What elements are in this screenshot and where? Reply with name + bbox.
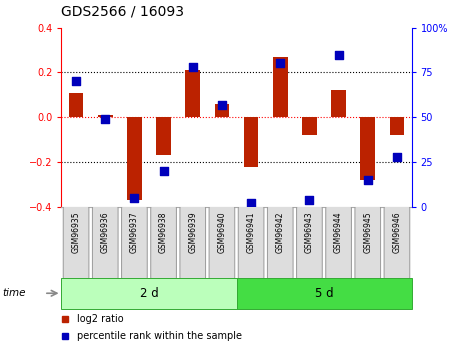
Bar [331, 90, 346, 117]
Text: GSM96944: GSM96944 [334, 211, 343, 253]
FancyBboxPatch shape [63, 206, 89, 279]
Text: time: time [2, 288, 26, 298]
Text: GSM96945: GSM96945 [363, 211, 372, 253]
Bar [98, 115, 113, 117]
Text: log2 ratio: log2 ratio [77, 314, 124, 324]
Point [306, 197, 313, 203]
Text: GSM96938: GSM96938 [159, 211, 168, 253]
Bar [390, 117, 404, 135]
Text: GSM96942: GSM96942 [276, 211, 285, 253]
Point [335, 52, 342, 57]
Bar [69, 92, 83, 117]
Text: percentile rank within the sample: percentile rank within the sample [77, 332, 242, 342]
Bar [61, 278, 236, 309]
Text: GSM96946: GSM96946 [393, 211, 402, 253]
FancyBboxPatch shape [297, 206, 322, 279]
Point [276, 61, 284, 66]
Point [364, 177, 372, 183]
Point [72, 79, 80, 84]
Text: GSM96935: GSM96935 [71, 211, 80, 253]
FancyBboxPatch shape [209, 206, 235, 279]
Point [131, 195, 138, 201]
Point [247, 201, 255, 206]
Bar [273, 57, 288, 117]
FancyBboxPatch shape [151, 206, 176, 279]
Text: 2 d: 2 d [140, 287, 158, 300]
Text: GSM96939: GSM96939 [188, 211, 197, 253]
Point [160, 168, 167, 174]
Bar [185, 70, 200, 117]
Text: GSM96941: GSM96941 [246, 211, 255, 253]
FancyBboxPatch shape [238, 206, 264, 279]
FancyBboxPatch shape [92, 206, 118, 279]
Bar [360, 117, 375, 180]
FancyBboxPatch shape [384, 206, 410, 279]
Point [393, 154, 401, 159]
Bar [236, 278, 412, 309]
FancyBboxPatch shape [180, 206, 206, 279]
Text: GDS2566 / 16093: GDS2566 / 16093 [61, 5, 184, 19]
Bar [302, 117, 317, 135]
Text: GSM96936: GSM96936 [101, 211, 110, 253]
Text: GSM96940: GSM96940 [218, 211, 227, 253]
Point [218, 102, 226, 108]
Point [189, 64, 197, 70]
FancyBboxPatch shape [267, 206, 293, 279]
FancyBboxPatch shape [326, 206, 351, 279]
FancyBboxPatch shape [122, 206, 147, 279]
Bar [215, 104, 229, 117]
Text: 5 d: 5 d [315, 287, 333, 300]
Bar [244, 117, 258, 167]
Bar [127, 117, 142, 200]
Bar [156, 117, 171, 155]
Text: GSM96937: GSM96937 [130, 211, 139, 253]
Text: GSM96943: GSM96943 [305, 211, 314, 253]
FancyBboxPatch shape [355, 206, 381, 279]
Point [101, 116, 109, 122]
